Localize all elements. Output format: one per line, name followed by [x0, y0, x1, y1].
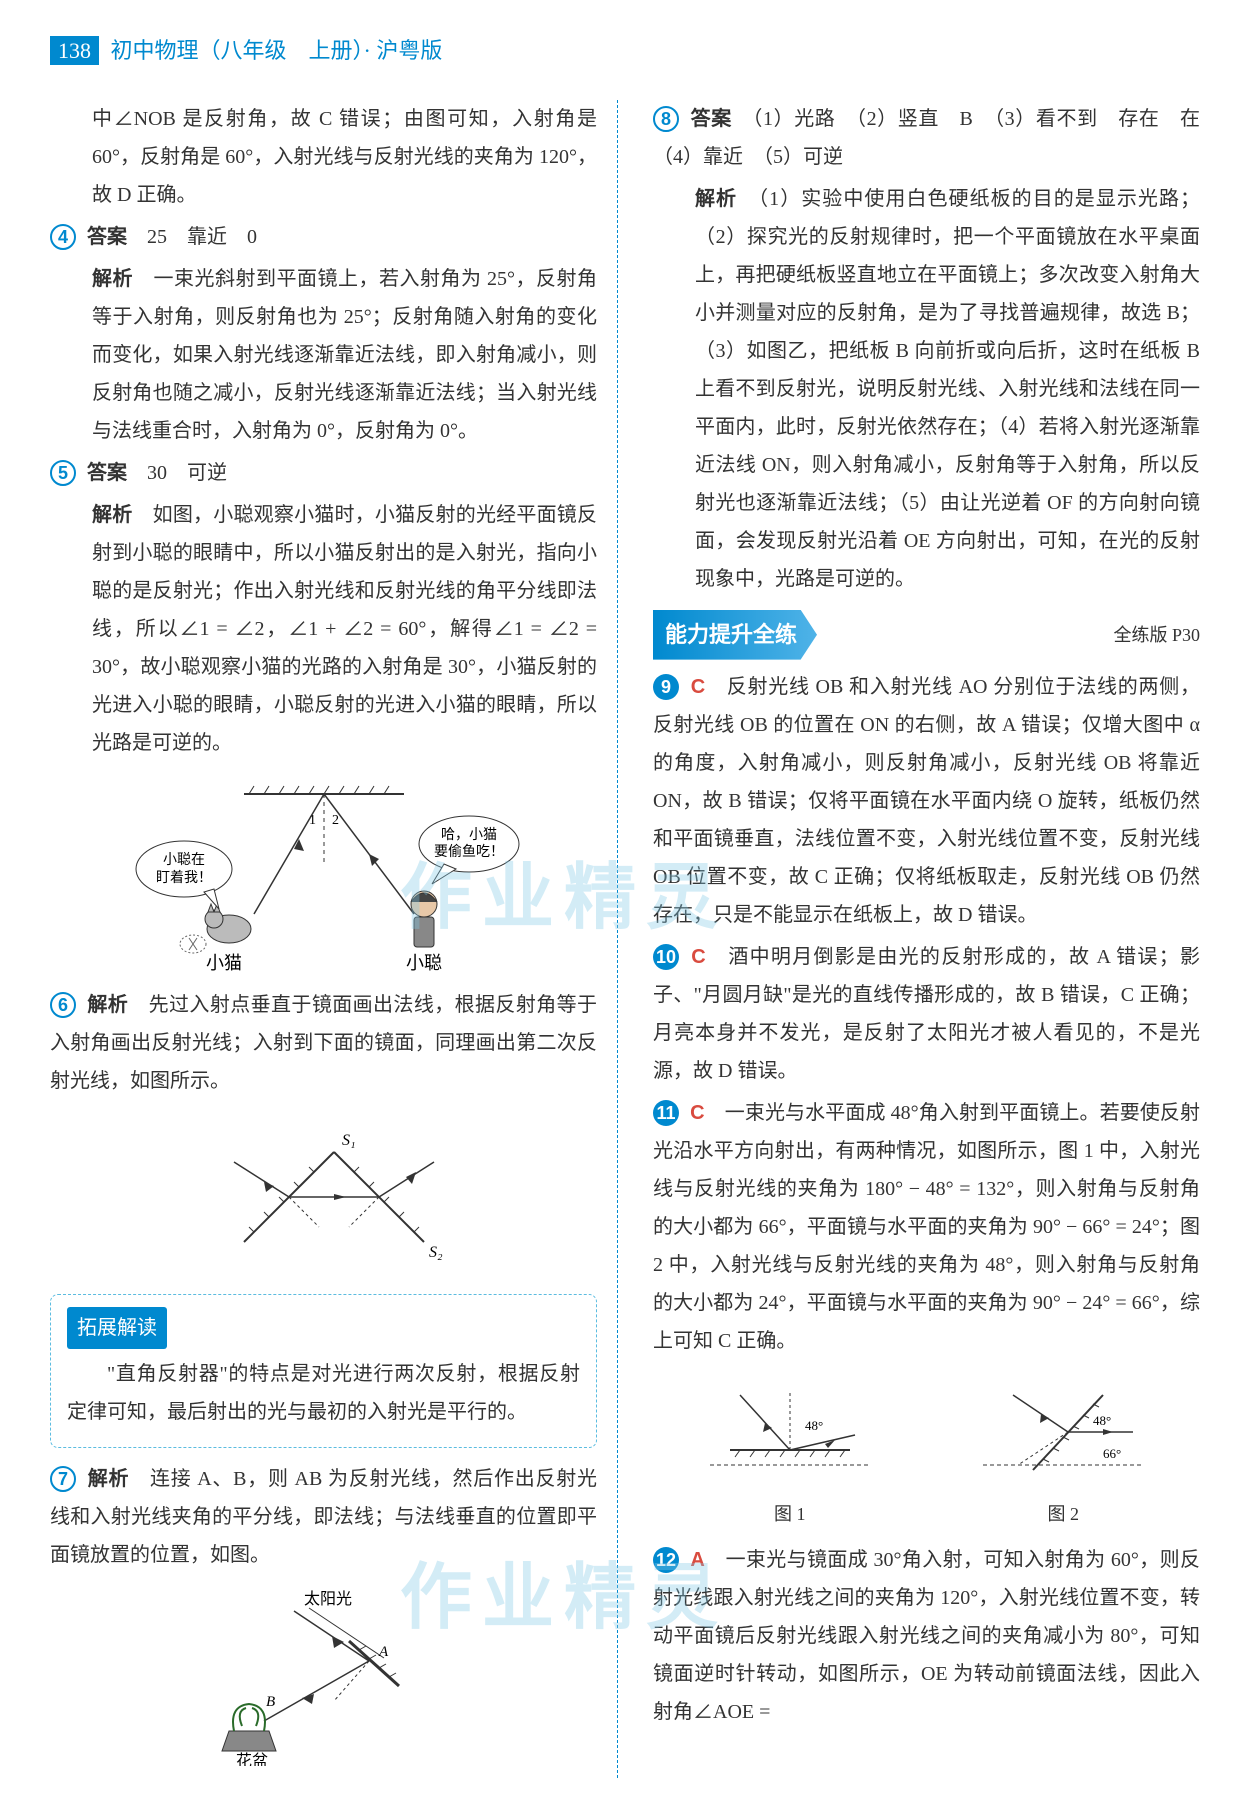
svg-text:A: A [378, 1644, 389, 1660]
page-title: 初中物理（八年级 上册）· 沪粤版 [111, 38, 443, 63]
answer-label: 答案 [87, 462, 127, 484]
interpret-text: "直角反射器"的特点是对光进行两次反射，根据反射定律可知，最后射出的光与最初的入… [67, 1355, 580, 1431]
q8-number: 8 [653, 106, 679, 132]
section-banner: 能力提升全练 全练版 P30 [653, 610, 1200, 660]
explain-label: 解析 [92, 504, 132, 526]
intro-text: 中∠NOB 是反射角，故 C 错误；由图可知，入射角是 60°，反射角是 60°… [50, 100, 597, 214]
q12-row: 12 A 一束光与镜面成 30°角入射，可知入射角为 60°，则反射光线跟入射光… [653, 1541, 1200, 1731]
q4-explanation: 解析 一束光斜射到平面镜上，若入射角为 25°，反射角等于入射角，则反射角也为 … [50, 260, 597, 450]
q6-exp-text: 先过入射点垂直于镜面画出法线，根据反射角等于入射角画出反射光线；入射到下面的镜面… [50, 994, 597, 1092]
svg-text:2: 2 [332, 813, 339, 828]
q9-number: 9 [653, 674, 679, 700]
svg-text:S₁: S₁ [342, 1132, 356, 1149]
svg-text:盯着我！: 盯着我！ [156, 870, 212, 886]
interpret-title: 拓展解读 [67, 1307, 167, 1349]
q9-letter: C [691, 676, 705, 698]
q7-number: 7 [50, 1466, 76, 1492]
q10-number: 10 [653, 944, 679, 970]
svg-text:小猫: 小猫 [206, 953, 242, 973]
q11-figures: 48° 图 1 48° 66° [653, 1370, 1200, 1531]
q7-exp-text: 连接 A、B，则 AB 为反射光线，然后作出反射光线和入射光线夹角的平分线，即法… [50, 1468, 597, 1566]
q6-figure: S₁ S₂ [50, 1112, 597, 1282]
q7-figure: 太阳光 A B [50, 1586, 597, 1766]
right-column: 8 答案 （1）光路 （2）竖直 B （3）看不到 存在 在 （4）靠近 （5）… [648, 100, 1200, 1778]
q7-row: 7 解析 连接 A、B，则 AB 为反射光线，然后作出反射光线和入射光线夹角的平… [50, 1460, 597, 1574]
q4-number: 4 [50, 224, 76, 250]
svg-text:小聪在: 小聪在 [163, 852, 205, 868]
svg-text:S₂: S₂ [429, 1244, 443, 1261]
q10-text: 酒中明月倒影是由光的反射形成的，故 A 错误；影子、"月圆月缺"是光的直线传播形… [653, 946, 1200, 1082]
q4-exp-text: 一束光斜射到平面镜上，若入射角为 25°，反射角等于入射角，则反射角也为 25°… [92, 268, 597, 442]
q6-row: 6 解析 先过入射点垂直于镜面画出法线，根据反射角等于入射角画出反射光线；入射到… [50, 986, 597, 1100]
q5-answer-row: 5 答案 30 可逆 [50, 454, 597, 492]
svg-text:要偷鱼吃！: 要偷鱼吃！ [434, 843, 504, 860]
answer-label: 答案 [691, 108, 732, 130]
q10-row: 10 C 酒中明月倒影是由光的反射形成的，故 A 错误；影子、"月圆月缺"是光的… [653, 938, 1200, 1090]
svg-text:66°: 66° [1103, 1446, 1121, 1461]
q5-figure: 1 2 小聪在 盯着我！ [50, 774, 597, 974]
q8-explanation: 解析 （1）实验中使用白色硬纸板的目的是显示光路；（2）探究光的反射规律时，把一… [653, 180, 1200, 598]
svg-text:1: 1 [309, 813, 316, 828]
q8-answer: （1）光路 （2）竖直 B （3）看不到 存在 在 （4）靠近 （5）可逆 [653, 108, 1220, 168]
q12-letter: A [690, 1549, 704, 1571]
answer-label: 答案 [87, 226, 127, 248]
explain-label: 解析 [88, 1468, 130, 1490]
q11-text: 一束光与水平面成 48°角入射到平面镜上。若要使反射光沿水平方向射出，有两种情况… [653, 1102, 1200, 1352]
q6-number: 6 [50, 992, 76, 1018]
explain-label: 解析 [695, 188, 737, 210]
q10-letter: C [691, 946, 705, 968]
svg-text:48°: 48° [1093, 1413, 1111, 1428]
q5-answer: 30 可逆 [147, 462, 227, 484]
q5-exp-text: 如图，小聪观察小猫时，小猫反射的光经平面镜反射到小聪的眼睛中，所以小猫反射出的是… [92, 504, 597, 754]
q12-number: 12 [653, 1547, 679, 1573]
svg-text:48°: 48° [805, 1418, 823, 1433]
q8-exp-text: （1）实验中使用白色硬纸板的目的是显示光路；（2）探究光的反射规律时，把一个平面… [695, 188, 1200, 590]
q8-answer-row: 8 答案 （1）光路 （2）竖直 B （3）看不到 存在 在 （4）靠近 （5）… [653, 100, 1200, 176]
q9-text: 反射光线 OB 和入射光线 AO 分别位于法线的两侧，反射光线 OB 的位置在 … [653, 676, 1200, 926]
svg-text:花盆: 花盆 [236, 1752, 268, 1766]
svg-text:太阳光: 太阳光 [304, 1590, 352, 1608]
q5-explanation: 解析 如图，小聪观察小猫时，小猫反射的光经平面镜反射到小聪的眼睛中，所以小猫反射… [50, 496, 597, 762]
fig1-caption: 图 1 [690, 1497, 890, 1531]
fig2-caption: 图 2 [963, 1497, 1163, 1531]
banner-ref: 全练版 P30 [1113, 618, 1200, 652]
svg-text:哈，小猫: 哈，小猫 [441, 827, 497, 843]
q4-answer-row: 4 答案 25 靠近 0 [50, 218, 597, 256]
q5-number: 5 [50, 460, 76, 486]
left-column: 中∠NOB 是反射角，故 C 错误；由图可知，入射角是 60°，反射角是 60°… [50, 100, 618, 1778]
interpret-box: 拓展解读 "直角反射器"的特点是对光进行两次反射，根据反射定律可知，最后射出的光… [50, 1294, 597, 1448]
q12-text: 一束光与镜面成 30°角入射，可知入射角为 60°，则反射光线跟入射光线之间的夹… [653, 1549, 1200, 1723]
svg-text:小聪: 小聪 [406, 953, 442, 973]
explain-label: 解析 [92, 268, 133, 290]
q11-number: 11 [653, 1100, 679, 1126]
q11-letter: C [690, 1102, 704, 1124]
page-number: 138 [50, 36, 99, 65]
q11-row: 11 C 一束光与水平面成 48°角入射到平面镜上。若要使反射光沿水平方向射出，… [653, 1094, 1200, 1360]
q9-row: 9 C 反射光线 OB 和入射光线 AO 分别位于法线的两侧，反射光线 OB 的… [653, 668, 1200, 934]
explain-label: 解析 [87, 994, 128, 1016]
svg-text:B: B [266, 1694, 275, 1710]
page-header: 138 初中物理（八年级 上册）· 沪粤版 [50, 30, 1200, 80]
q4-answer: 25 靠近 0 [147, 226, 257, 248]
banner-title: 能力提升全练 [653, 610, 817, 660]
